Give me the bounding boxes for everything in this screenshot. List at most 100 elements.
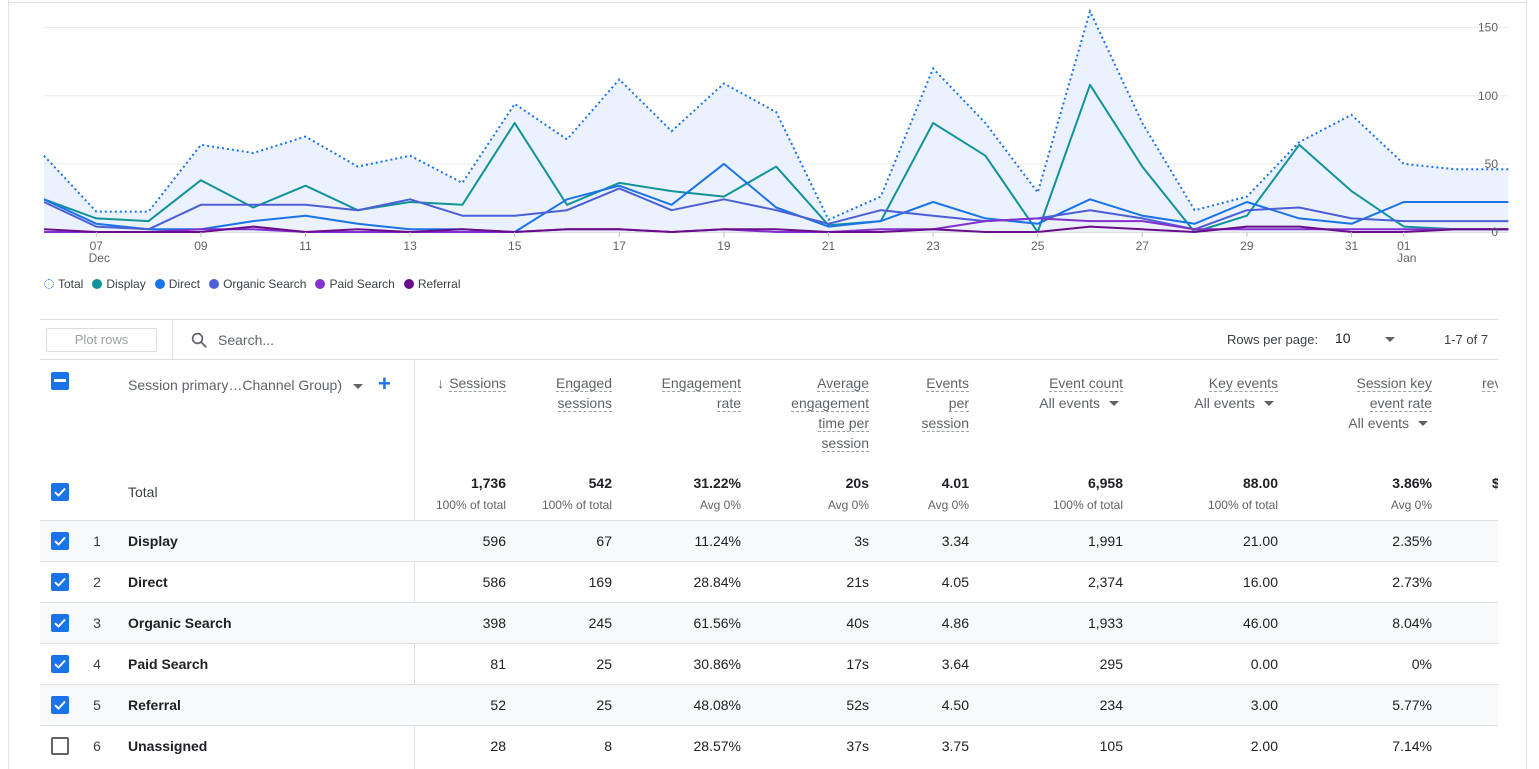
- toolbar-divider: [172, 320, 173, 360]
- chart-legend: Total Display Direct Organic Search Paid…: [44, 277, 470, 291]
- dimension-column-divider: [414, 360, 415, 769]
- col-header-key-events[interactable]: Key events All events: [1194, 375, 1278, 413]
- event-count-filter[interactable]: All events: [1039, 393, 1123, 413]
- row-checkbox[interactable]: [51, 696, 69, 714]
- cell-skr: 8.04%: [1392, 615, 1432, 631]
- rows-per-page-label: Rows per page:: [1227, 332, 1319, 347]
- cell-event-count: 105: [1099, 738, 1123, 754]
- col-header-event-count[interactable]: Event count All events: [1039, 375, 1123, 413]
- sort-arrow-down-icon: ↓: [437, 375, 445, 391]
- checkmark-icon: [54, 487, 66, 497]
- row-index: 4: [93, 656, 101, 672]
- add-dimension-button[interactable]: +: [378, 371, 391, 396]
- row-checkbox[interactable]: [51, 532, 69, 550]
- col-header-avg-engagement-time[interactable]: Average engagement time per session: [791, 375, 869, 452]
- total-event-count: 6,958 100% of total: [1052, 475, 1123, 512]
- total-events-per-session: 4.01 Avg 0%: [927, 475, 969, 512]
- legend-item-direct[interactable]: Direct: [154, 277, 201, 291]
- x-tick-label: 11: [299, 239, 312, 253]
- cell-engrate: 28.57%: [693, 738, 741, 754]
- row-checkbox[interactable]: [51, 655, 69, 673]
- cell-event-count: 1,933: [1087, 615, 1123, 631]
- plot-rows-button[interactable]: Plot rows: [46, 328, 157, 352]
- col-header-engaged-sessions[interactable]: Engaged sessions: [555, 375, 612, 412]
- row-index: 5: [93, 697, 101, 713]
- table-row[interactable]: 2 Direct 586 169 28.84% 21s 4.05 2,374 16.00 2.73…: [40, 561, 1498, 602]
- total-row-label: Total: [128, 484, 158, 500]
- legend-label-direct: Direct: [168, 277, 201, 291]
- row-index: 1: [93, 533, 101, 549]
- cell-key-events: 16.00: [1242, 574, 1278, 590]
- cell-engaged: 169: [588, 574, 612, 590]
- row-checkbox[interactable]: [51, 614, 69, 632]
- col-header-session-key-event-rate[interactable]: Session key event rate All events: [1348, 375, 1432, 433]
- session-key-event-rate-filter[interactable]: All events: [1348, 413, 1432, 433]
- legend-item-referral[interactable]: Referral: [403, 277, 461, 291]
- row-checkbox[interactable]: [51, 573, 69, 591]
- total-revenue-cut: $: [1492, 475, 1498, 491]
- x-tick-label: 17: [613, 239, 627, 253]
- series-line-display: [43, 83, 1509, 233]
- series-line-referral: [43, 225, 1509, 233]
- cell-key-events: 2.00: [1250, 738, 1278, 754]
- x-tick-label: 31: [1345, 239, 1359, 253]
- legend-item-total[interactable]: Total: [44, 277, 83, 291]
- cell-engrate: 61.56%: [693, 615, 741, 631]
- cell-skr: 7.14%: [1392, 738, 1432, 754]
- cell-engaged: 25: [596, 697, 612, 713]
- table-toolbar: Plot rows Rows per page: 10 1-7 of 7: [40, 319, 1498, 360]
- cell-engrate: 48.08%: [693, 697, 741, 713]
- x-tick-label: 25: [1031, 239, 1045, 253]
- col-header-engagement-rate[interactable]: Engagement rate: [661, 375, 741, 412]
- table-row[interactable]: 5 Referral 52 25 48.08% 52s 4.50 234 3.00 5.77%: [40, 684, 1498, 725]
- search-input[interactable]: [218, 329, 618, 351]
- legend-label-referral: Referral: [417, 277, 461, 291]
- x-tick-label: 29: [1240, 239, 1254, 253]
- cell-eps: 3.75: [941, 738, 969, 754]
- cell-sessions: 81: [490, 656, 506, 672]
- x-tick-label: 13: [403, 239, 417, 253]
- cell-avgtime: 21s: [846, 574, 869, 590]
- legend-label-paid-search: Paid Search: [329, 277, 395, 291]
- search-icon: [191, 332, 207, 348]
- x-tick-label: 27: [1136, 239, 1150, 253]
- table-row[interactable]: 4 Paid Search 81 25 30.86% 17s 3.64 295 0.00 0%: [40, 643, 1498, 684]
- cell-avgtime: 17s: [846, 656, 869, 672]
- series-area-total: [44, 11, 1509, 232]
- select-all-checkbox[interactable]: [51, 372, 69, 390]
- cell-avgtime: 3s: [854, 533, 869, 549]
- checkmark-icon: [54, 536, 66, 546]
- rows-per-page-select[interactable]: 10: [1335, 330, 1401, 350]
- cell-event-count: 295: [1099, 656, 1123, 672]
- total-checkbox[interactable]: [51, 483, 69, 501]
- table-row[interactable]: 6 Unassigned 28 8 28.57% 37s 3.75 105 2.00 7.14%: [40, 725, 1498, 766]
- legend-swatch-display: [92, 279, 103, 289]
- col-header-events-per-session[interactable]: Events per session: [921, 375, 969, 432]
- legend-item-paid-search[interactable]: Paid Search: [315, 277, 395, 291]
- col-header-sessions[interactable]: ↓ Sessions: [437, 375, 506, 392]
- checkmark-icon: [54, 659, 66, 669]
- chevron-down-icon: [1385, 337, 1395, 342]
- row-checkbox[interactable]: [51, 737, 69, 755]
- dimension-dropdown-icon[interactable]: [353, 384, 363, 389]
- table-row[interactable]: 3 Organic Search 398 245 61.56% 40s 4.86 1,933 4…: [40, 602, 1498, 643]
- total-key-events: 88.00 100% of total: [1207, 475, 1278, 512]
- key-events-filter[interactable]: All events: [1194, 393, 1278, 413]
- legend-swatch-referral: [403, 279, 414, 289]
- chart-series-lines: [43, 8, 1509, 233]
- legend-label-total: Total: [58, 277, 84, 291]
- cell-skr: 0%: [1411, 656, 1432, 672]
- col-header-revenue-cut[interactable]: rev: [1482, 373, 1498, 393]
- x-month-label: Jan: [1397, 251, 1416, 265]
- table-row[interactable]: 1 Display 596 67 11.24% 3s 3.34 1,991 21.00 2.35%: [40, 520, 1498, 561]
- legend-item-display[interactable]: Display: [92, 277, 146, 291]
- legend-swatch-total: [44, 279, 54, 289]
- dimension-header[interactable]: Session primary…Channel Group): [128, 377, 342, 393]
- legend-item-organic-search[interactable]: Organic Search: [209, 277, 306, 291]
- checkmark-icon: [54, 577, 66, 587]
- x-month-label: Dec: [89, 251, 110, 265]
- chart-y-axis: 150 100 50 0: [1478, 21, 1498, 239]
- cell-engaged: 25: [596, 656, 612, 672]
